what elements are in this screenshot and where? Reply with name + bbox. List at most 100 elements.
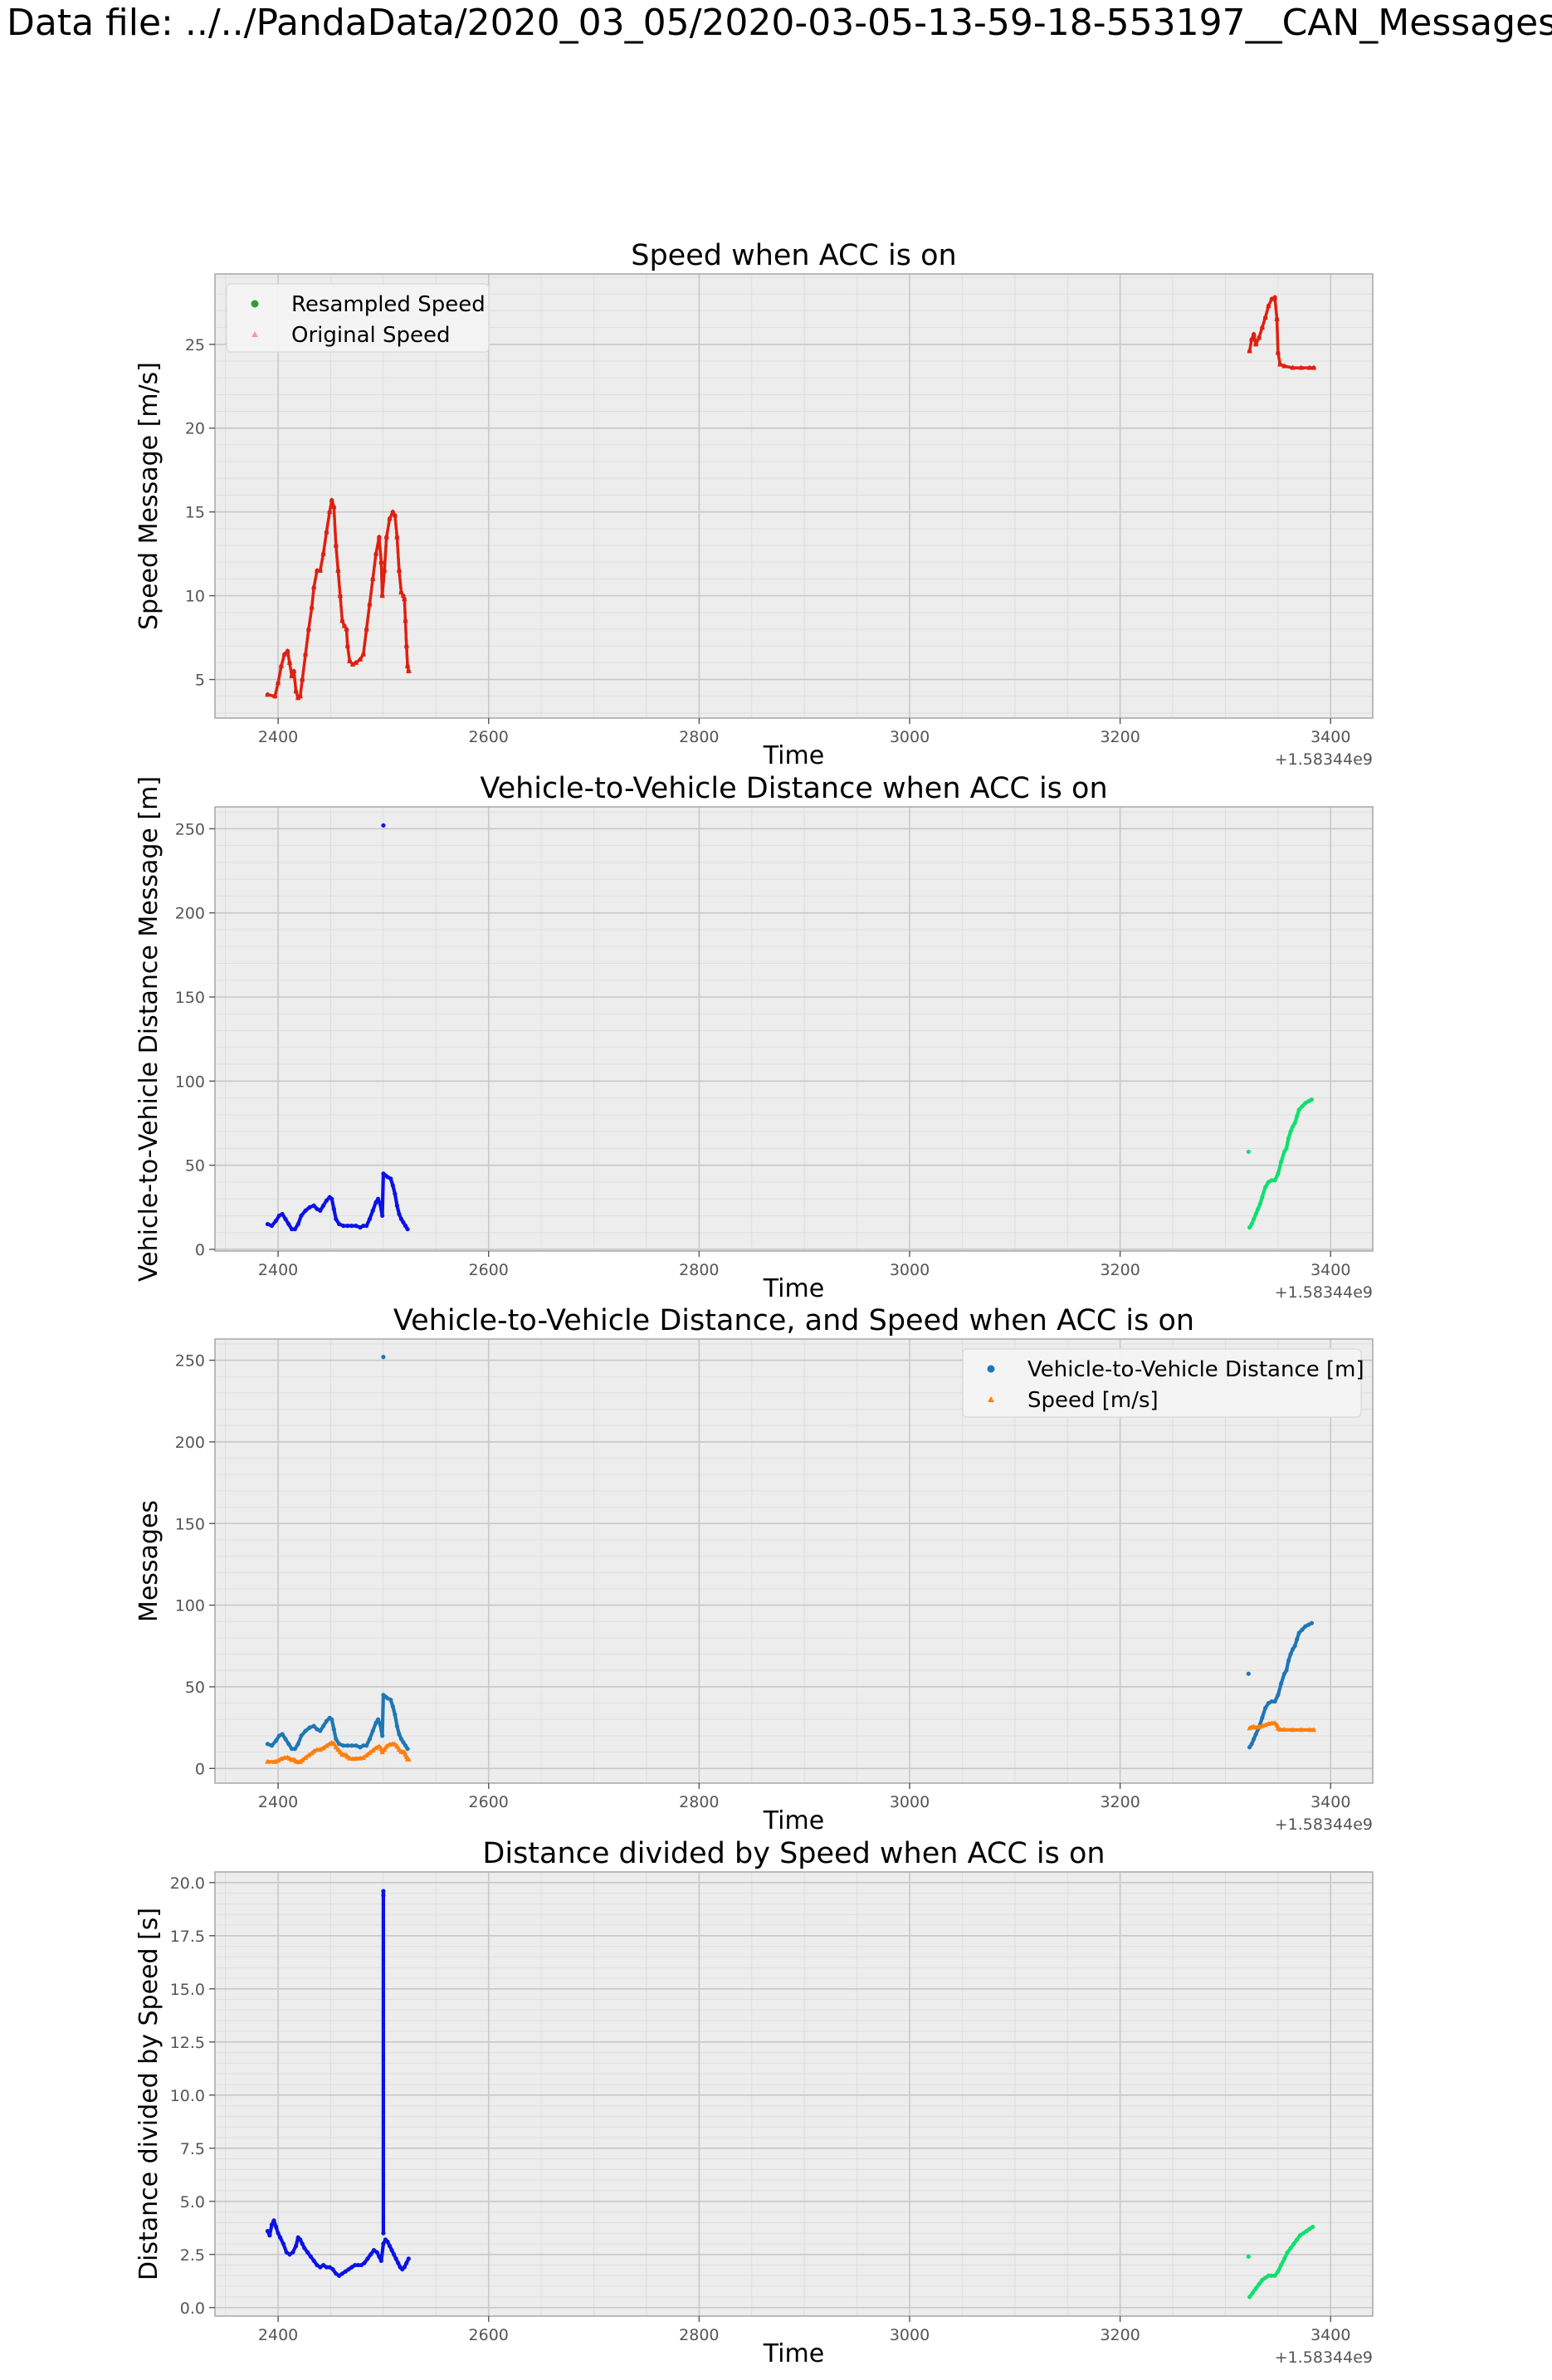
x-offset-label: +1.58344e9 [1275, 1283, 1373, 1302]
data-point [280, 1211, 285, 1217]
x-tick-label: 2800 [679, 1793, 719, 1811]
x-axis-label: Time [763, 2339, 824, 2368]
chart-title: Distance divided by Speed when ACC is on [482, 1837, 1105, 1870]
data-point [341, 1743, 346, 1748]
data-point [375, 1196, 381, 1201]
data-point [1247, 348, 1252, 354]
data-point [364, 1752, 369, 1758]
data-point [349, 1224, 354, 1229]
data-point [1263, 1705, 1268, 1711]
data-point [367, 1750, 373, 1756]
data-point [311, 2258, 316, 2264]
x-axis-label: Time [763, 1274, 824, 1303]
series-0 [265, 1889, 411, 2278]
data-point [265, 1221, 271, 1227]
data-point [367, 601, 373, 607]
chart-panel-1: 2400 2600 2800 3000 3200 3400 5 10 15 20 25 +1.5834… [134, 239, 1374, 770]
chart-panel-3: 2400 2600 2800 3000 3200 3400 0 50 100 150 200 250 +… [134, 1304, 1374, 1835]
major-grid [215, 1872, 1373, 2316]
y-tick-label: 10.0 [170, 2087, 205, 2105]
chart-title: Speed when ACC is on [631, 239, 957, 272]
data-point [373, 550, 379, 556]
data-point [317, 567, 324, 573]
series-original-speed [265, 294, 1317, 701]
data-point [1269, 2273, 1274, 2278]
data-point [398, 1737, 404, 1742]
y-tick-label: 20 [185, 420, 205, 438]
y-tick-label: 0 [195, 1760, 205, 1778]
y-axis-label: Messages [134, 1500, 163, 1622]
data-point [337, 593, 344, 599]
data-point [371, 2248, 377, 2253]
data-point [1266, 2273, 1271, 2278]
data-point [405, 1227, 410, 1232]
x-tick-label: 3000 [890, 1793, 930, 1811]
data-point [284, 2250, 289, 2255]
data-point [334, 1216, 339, 1222]
data-point [387, 516, 393, 521]
data-point [1310, 2224, 1315, 2230]
data-point [388, 1176, 393, 1181]
data-point [1306, 1099, 1311, 1104]
y-tick-label: 25 [185, 336, 205, 354]
plot-frame [214, 806, 1374, 1252]
data-point [378, 2258, 383, 2264]
data-point [1259, 325, 1266, 330]
data-point [391, 2252, 397, 2257]
data-point [354, 1743, 359, 1748]
data-point [1296, 1107, 1301, 1112]
x-tick-label: 2800 [679, 728, 719, 746]
data-point [265, 1758, 271, 1764]
data-point [302, 651, 309, 657]
data-point [1247, 1225, 1252, 1230]
data-point [390, 1183, 395, 1188]
legend: Resampled Speed Original Speed [226, 283, 490, 353]
data-point [380, 1733, 385, 1738]
legend-marker [251, 300, 259, 308]
data-point [305, 1752, 312, 1758]
data-point [337, 1749, 344, 1755]
y-tick-label: 200 [175, 905, 205, 923]
y-tick-label: 20.0 [170, 1874, 205, 1893]
y-tick-label: 5.0 [180, 2193, 205, 2211]
data-point [390, 509, 396, 515]
data-point [401, 1219, 406, 1225]
data-point [396, 567, 403, 573]
data-point [370, 575, 376, 581]
data-point [1272, 1178, 1277, 1183]
y-tick-label: 200 [175, 1434, 205, 1452]
data-point [357, 656, 364, 662]
data-point [1275, 349, 1281, 355]
data-point [307, 1725, 312, 1730]
x-tick-label: 2600 [469, 1261, 509, 1279]
data-point [1290, 1727, 1296, 1732]
data-point [378, 1201, 383, 1206]
data-point [1285, 2250, 1290, 2255]
data-point [344, 643, 350, 648]
x-tick-label: 3200 [1100, 1793, 1140, 1811]
data-point [1296, 1630, 1301, 1635]
data-point [361, 1743, 366, 1748]
data-point [1252, 1216, 1257, 1222]
data-point [367, 1216, 373, 1222]
x-tick-label: 2400 [258, 728, 298, 746]
y-tick-label: 17.5 [170, 1928, 205, 1946]
plot-area [215, 1872, 1373, 2316]
data-point [1272, 1699, 1277, 1704]
data-point [1306, 364, 1313, 370]
data-point [1274, 316, 1280, 322]
data-point [383, 534, 389, 540]
chart-panel-2: 2400 2600 2800 3000 3200 3400 0 50 100 150 200 250 +… [134, 772, 1374, 1303]
x-tick-label: 3200 [1100, 728, 1140, 746]
data-point [333, 542, 339, 548]
data-point [302, 1755, 309, 1761]
data-point [361, 1224, 366, 1229]
data-point [365, 2256, 370, 2261]
data-point [1298, 364, 1304, 370]
data-point [385, 2239, 390, 2245]
data-point [1286, 1136, 1291, 1141]
data-point [265, 2229, 271, 2234]
data-point [344, 626, 349, 632]
data-point [283, 1216, 288, 1222]
x-tick-label: 2800 [679, 1261, 719, 1279]
